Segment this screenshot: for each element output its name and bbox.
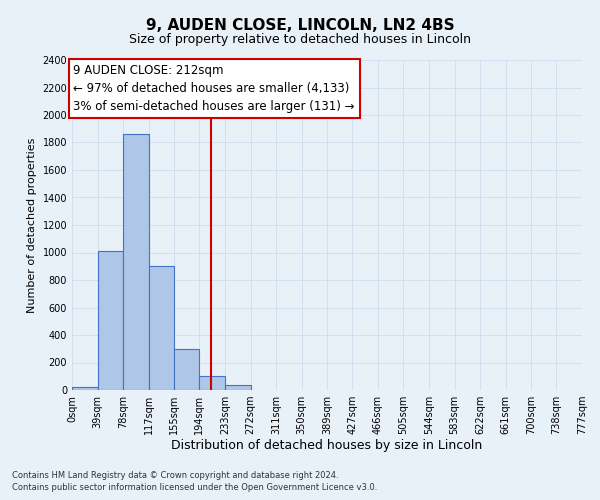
Bar xyxy=(98,251,123,390)
Text: Size of property relative to detached houses in Lincoln: Size of property relative to detached ho… xyxy=(129,32,471,46)
Bar xyxy=(174,349,199,390)
Bar xyxy=(225,384,251,390)
Text: Contains HM Land Registry data © Crown copyright and database right 2024.: Contains HM Land Registry data © Crown c… xyxy=(12,470,338,480)
Text: Contains public sector information licensed under the Open Government Licence v3: Contains public sector information licen… xyxy=(12,483,377,492)
X-axis label: Distribution of detached houses by size in Lincoln: Distribution of detached houses by size … xyxy=(172,438,482,452)
Bar xyxy=(123,134,149,390)
Text: 9 AUDEN CLOSE: 212sqm
← 97% of detached houses are smaller (4,133)
3% of semi-de: 9 AUDEN CLOSE: 212sqm ← 97% of detached … xyxy=(73,64,355,113)
Bar xyxy=(72,386,98,390)
Text: 9, AUDEN CLOSE, LINCOLN, LN2 4BS: 9, AUDEN CLOSE, LINCOLN, LN2 4BS xyxy=(146,18,454,32)
Bar xyxy=(199,376,225,390)
Y-axis label: Number of detached properties: Number of detached properties xyxy=(27,138,37,312)
Bar xyxy=(149,266,174,390)
